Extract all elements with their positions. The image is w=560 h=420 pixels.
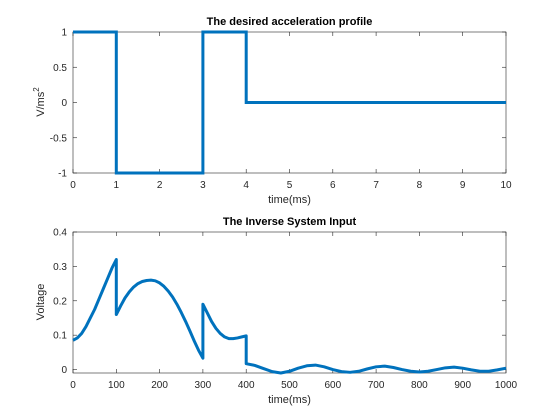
inverse-input-x-tick-label: 700 xyxy=(368,380,385,391)
inverse-input-y-tick-label: 0.4 xyxy=(53,228,67,239)
inverse-input-x-tick-label: 900 xyxy=(454,380,471,391)
acceleration-tick-labels: 0 1 2 3 4 5 6 7 8 9 10 -1 -0.5 0 0.5 1 xyxy=(50,28,512,192)
inverse-input-x-tick-label: 1000 xyxy=(495,380,518,391)
acceleration-x-tick-label: 2 xyxy=(157,180,163,191)
acceleration-x-axis-label: time(ms) xyxy=(268,194,311,206)
acceleration-y-tick-label: -0.5 xyxy=(50,133,68,144)
acceleration-x-tick-label: 5 xyxy=(287,180,293,191)
acceleration-y-tick-label: 0.5 xyxy=(53,63,67,74)
acceleration-y-tick-label: 0 xyxy=(61,98,67,109)
acceleration-y-axis-label-base: V/ms xyxy=(35,91,47,117)
acceleration-x-tick-label: 9 xyxy=(460,180,466,191)
inverse-input-y-tick-label: 0.2 xyxy=(53,296,67,307)
inverse-input-tick-labels: 0 100 200 300 400 500 600 700 800 900 1000 0 0.1 0.2 0… xyxy=(53,228,517,392)
acceleration-y-tick-label: -1 xyxy=(58,169,67,180)
inverse-input-chart-title: The Inverse System Input xyxy=(223,216,357,228)
inverse-input-y-axis-label: Voltage xyxy=(35,284,47,321)
acceleration-profile-line xyxy=(73,30,506,175)
inverse-input-chart: 0 100 200 300 400 500 600 700 800 900 1000 0 0.1 0.2 0… xyxy=(35,216,518,406)
inverse-input-x-tick-label: 600 xyxy=(324,380,341,391)
acceleration-y-axis-label: V/ms2 xyxy=(32,87,47,117)
inverse-input-x-tick-label: 500 xyxy=(281,380,298,391)
acceleration-y-tick-label: 1 xyxy=(61,28,67,39)
inverse-input-y-tick-label: 0.3 xyxy=(53,262,67,273)
acceleration-x-tick-label: 0 xyxy=(70,180,76,191)
inverse-input-x-tick-label: 0 xyxy=(70,380,76,391)
acceleration-x-tick-label: 6 xyxy=(330,180,336,191)
inverse-input-y-tick-label: 0 xyxy=(61,365,67,376)
acceleration-x-tick-label: 10 xyxy=(500,180,512,191)
inverse-input-x-tick-label: 200 xyxy=(151,380,168,391)
acceleration-x-tick-label: 3 xyxy=(200,180,206,191)
acceleration-x-tick-label: 8 xyxy=(417,180,423,191)
inverse-input-x-tick-label: 300 xyxy=(195,380,212,391)
acceleration-x-tick-label: 1 xyxy=(114,180,120,191)
acceleration-x-tick-label: 4 xyxy=(243,180,249,191)
inverse-input-y-tick-label: 0.1 xyxy=(53,331,67,342)
acceleration-chart: 0 1 2 3 4 5 6 7 8 9 10 -1 -0.5 0 0.5 1 The desired acce… xyxy=(32,16,512,206)
acceleration-y-axis-label-superscript: 2 xyxy=(32,87,41,92)
inverse-input-x-tick-label: 800 xyxy=(411,380,428,391)
acceleration-chart-title: The desired acceleration profile xyxy=(207,16,373,28)
inverse-input-line xyxy=(72,258,507,375)
inverse-input-x-axis-label: time(ms) xyxy=(268,394,311,406)
inverse-input-x-tick-label: 400 xyxy=(238,380,255,391)
inverse-input-x-tick-label: 100 xyxy=(108,380,125,391)
acceleration-x-tick-label: 7 xyxy=(373,180,379,191)
